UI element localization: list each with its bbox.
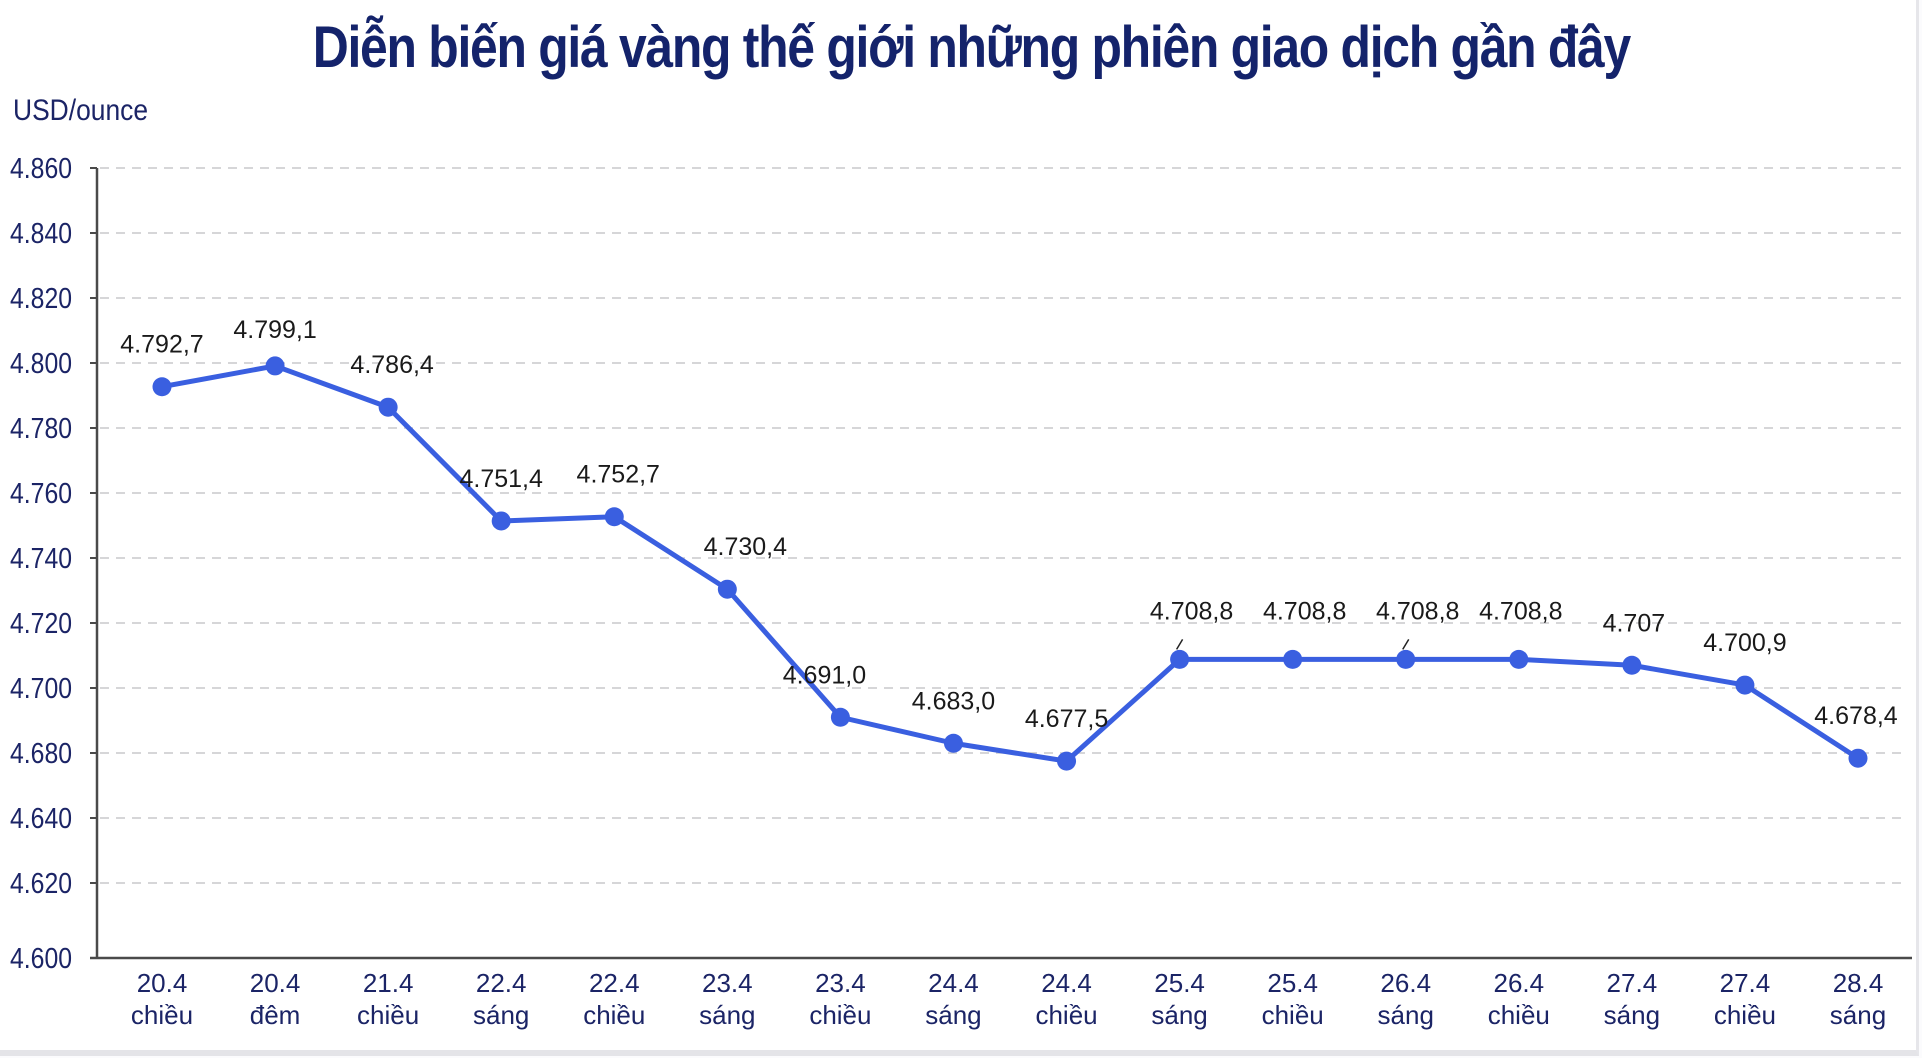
y-tick-label: 4.740 xyxy=(10,543,72,575)
y-tick-label: 4.780 xyxy=(10,413,72,445)
leader-mark xyxy=(1402,639,1410,650)
x-tick-label-date: 20.4 xyxy=(137,968,188,998)
x-tick-label-date: 20.4 xyxy=(250,968,301,998)
x-tick-label-date: 25.4 xyxy=(1154,968,1205,998)
data-label: 4.792,7 xyxy=(120,331,203,359)
gridlines xyxy=(100,167,1905,884)
data-label: 4.752,7 xyxy=(577,461,660,489)
x-tick-label-date: 24.4 xyxy=(1041,968,1092,998)
data-point xyxy=(1057,751,1077,771)
data-point xyxy=(152,377,172,397)
data-point xyxy=(943,733,963,753)
x-tick-label-date: 28.4 xyxy=(1833,968,1884,998)
x-tick-label-date: 22.4 xyxy=(476,968,527,998)
data-label: 4.751,4 xyxy=(459,465,543,493)
data-label: 4.708,8 xyxy=(1479,597,1562,625)
x-tick-label-date: 24.4 xyxy=(928,968,979,998)
data-point xyxy=(491,511,511,531)
x-tick-label-date: 27.4 xyxy=(1607,968,1658,998)
y-axis-ticks: 4.860 4.840 4.820 4.800 4.780 4.760 4.740 4.720… xyxy=(10,153,97,975)
y-tick-label: 4.680 xyxy=(10,738,72,770)
data-point xyxy=(717,579,737,599)
data-point xyxy=(1283,649,1303,669)
x-tick-label-date: 23.4 xyxy=(702,968,753,998)
y-tick-label: 4.720 xyxy=(10,608,72,640)
x-tick-label-date: 23.4 xyxy=(815,968,866,998)
data-label: 4.677,5 xyxy=(1025,705,1108,733)
data-point xyxy=(1735,675,1755,695)
data-label: 4.799,1 xyxy=(233,316,316,344)
x-tick-label-date: 21.4 xyxy=(363,968,414,998)
data-label: 4.700,9 xyxy=(1703,629,1786,657)
data-label: 4.691,0 xyxy=(783,661,866,689)
data-label: 4.786,4 xyxy=(350,351,434,379)
label-leader-marks xyxy=(1175,639,1410,650)
data-label: 4.678,4 xyxy=(1814,702,1898,730)
x-tick-label-date: 25.4 xyxy=(1267,968,1318,998)
x-tick-label-session: chiều xyxy=(1714,1000,1776,1030)
data-point xyxy=(604,507,624,527)
x-tick-label-date: 22.4 xyxy=(589,968,640,998)
x-tick-label-session: sáng xyxy=(473,1000,529,1030)
x-tick-label-session: sáng xyxy=(699,1000,755,1030)
data-point xyxy=(1170,649,1190,669)
data-point xyxy=(1509,649,1529,669)
data-points xyxy=(152,356,1868,771)
x-tick-label-session: chiều xyxy=(809,1000,871,1030)
y-tick-label: 4.800 xyxy=(10,348,72,380)
leader-mark xyxy=(1175,639,1184,650)
data-point xyxy=(265,356,285,376)
x-tick-label-session: sáng xyxy=(1604,1000,1660,1030)
x-axis-ticks: 20.4chiều20.4đêm21.4chiều22.4sáng22.4chi… xyxy=(131,968,1886,1030)
y-axis-unit-label: USD/ounce xyxy=(13,94,149,127)
y-tick-label: 4.760 xyxy=(10,478,72,510)
y-tick-label: 4.640 xyxy=(10,803,72,835)
x-tick-label-session: chiều xyxy=(131,1000,193,1030)
y-tick-label: 4.700 xyxy=(10,673,72,705)
chart-title: Diễn biến giá vàng thế giới những phiên … xyxy=(312,15,1631,80)
data-label: 4.708,8 xyxy=(1376,597,1459,625)
x-tick-label-session: chiều xyxy=(1488,1000,1550,1030)
data-label: 4.707 xyxy=(1603,609,1666,637)
data-label: 4.708,8 xyxy=(1263,597,1346,625)
x-tick-label-session: sáng xyxy=(1830,1000,1886,1030)
y-tick-label: 4.600 xyxy=(10,943,72,975)
data-labels: 4.792,7 4.799,1 4.786,4 4.751,4 4.752,7 4.730… xyxy=(120,316,1898,733)
x-tick-label-session: chiều xyxy=(1035,1000,1097,1030)
price-line xyxy=(161,363,1860,764)
x-tick-label-date: 27.4 xyxy=(1720,968,1771,998)
x-tick-label-session: chiều xyxy=(357,1000,419,1030)
y-tick-label: 4.860 xyxy=(10,153,72,185)
data-point xyxy=(1622,655,1642,675)
y-tick-label: 4.620 xyxy=(10,868,72,900)
data-label: 4.730,4 xyxy=(704,533,788,561)
x-tick-label-date: 26.4 xyxy=(1380,968,1431,998)
data-point xyxy=(1848,748,1868,768)
x-tick-label-date: 26.4 xyxy=(1493,968,1544,998)
x-tick-label-session: sáng xyxy=(1151,1000,1207,1030)
x-tick-label-session: đêm xyxy=(250,1000,301,1030)
y-tick-label: 4.840 xyxy=(10,218,72,250)
x-tick-label-session: chiều xyxy=(1262,1000,1324,1030)
data-label: 4.683,0 xyxy=(912,687,995,715)
data-label: 4.708,8 xyxy=(1150,597,1233,625)
x-tick-label-session: sáng xyxy=(925,1000,981,1030)
data-point xyxy=(830,707,850,727)
x-tick-label-session: chiều xyxy=(583,1000,645,1030)
x-tick-label-session: sáng xyxy=(1378,1000,1434,1030)
data-point xyxy=(1396,649,1416,669)
y-tick-label: 4.820 xyxy=(10,283,72,315)
data-point xyxy=(378,397,398,417)
